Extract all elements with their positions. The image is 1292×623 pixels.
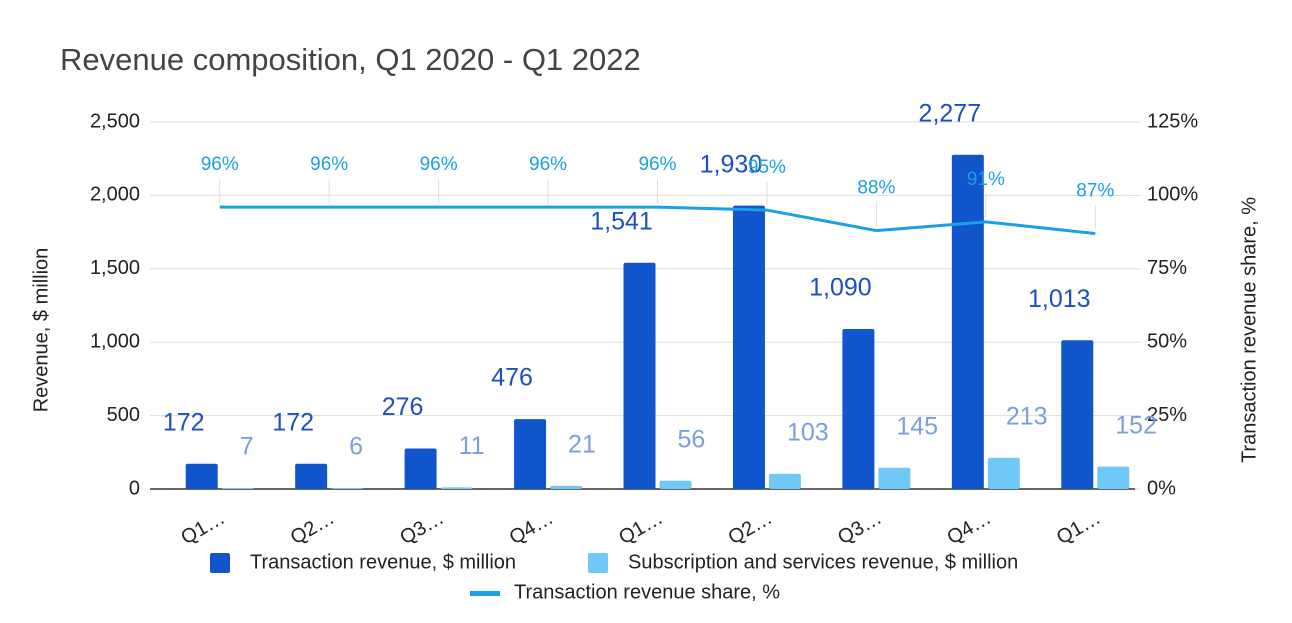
legend-swatch <box>588 553 608 573</box>
x-tick-label: Q4… <box>506 507 557 549</box>
legend-label: Subscription and services revenue, $ mil… <box>628 551 1018 573</box>
bar <box>951 154 984 490</box>
data-label: 276 <box>382 393 424 421</box>
y-tick-label: 0 <box>129 477 140 499</box>
bar <box>842 328 875 489</box>
x-tick-label: Q3… <box>396 507 447 549</box>
legend-swatch <box>210 553 230 573</box>
data-label: 152 <box>1115 411 1157 439</box>
y2-tick-label: 125% <box>1147 110 1198 132</box>
bar <box>185 463 218 489</box>
bar <box>514 419 547 489</box>
data-label: 145 <box>896 412 938 440</box>
data-label: 11 <box>459 432 485 460</box>
data-label: 172 <box>163 408 205 436</box>
data-label: 96% <box>310 154 348 175</box>
line <box>219 205 1096 236</box>
y-tick-label: 2,000 <box>90 184 140 206</box>
data-label: 95% <box>748 157 786 178</box>
x-tick-label: Q1… <box>615 507 666 549</box>
data-label: 172 <box>272 408 314 436</box>
data-label: 87% <box>1076 181 1114 202</box>
bar <box>331 488 364 489</box>
y-axis-title: Revenue, $ million <box>30 248 52 413</box>
bar <box>659 480 692 489</box>
x-tick-label: Q1… <box>177 507 228 549</box>
bar <box>1097 466 1130 489</box>
legend-label: Transaction revenue, $ million <box>250 551 516 573</box>
y2-tick-label: 75% <box>1147 257 1187 279</box>
data-label: 213 <box>1006 402 1048 430</box>
y-tick-label: 1,000 <box>90 330 140 352</box>
bar <box>768 473 801 489</box>
data-label: 6 <box>349 433 363 461</box>
y2-tick-label: 25% <box>1147 404 1187 426</box>
y2-tick-label: 50% <box>1147 330 1187 352</box>
y2-axis-title: Transaction revenue share, % <box>1238 197 1260 463</box>
data-label: 96% <box>201 154 239 175</box>
legend-label: Transaction revenue share, % <box>514 581 780 603</box>
data-label: 103 <box>787 418 829 446</box>
y2-tick-label: 100% <box>1147 184 1198 206</box>
bar <box>1061 340 1094 489</box>
bar <box>295 463 328 489</box>
data-label: 96% <box>420 154 458 175</box>
x-tick-label: Q2… <box>725 507 776 549</box>
x-tick-label: Q1… <box>1053 507 1104 549</box>
data-label: 88% <box>857 178 895 199</box>
y2-tick-label: 0% <box>1147 477 1176 499</box>
data-label: 56 <box>678 425 706 453</box>
y-tick-label: 1,500 <box>90 257 140 279</box>
bar <box>440 487 473 489</box>
bar <box>404 448 437 489</box>
data-label: 1,541 <box>590 207 653 235</box>
data-label: 1,013 <box>1028 285 1091 313</box>
y-tick-label: 2,500 <box>90 110 140 132</box>
x-tick-label: Q4… <box>944 507 995 549</box>
data-label: 476 <box>491 364 533 392</box>
data-label: 1,090 <box>809 274 872 302</box>
bar <box>878 467 911 489</box>
y-tick-label: 500 <box>107 404 140 426</box>
x-tick-label: Q2… <box>287 507 338 549</box>
data-label: 1,930 <box>700 150 763 178</box>
bar <box>550 485 583 489</box>
bar <box>623 262 656 489</box>
data-label: 96% <box>638 154 676 175</box>
data-label: 7 <box>240 433 254 461</box>
bar <box>732 205 765 489</box>
data-label: 2,277 <box>919 99 982 127</box>
bar <box>221 487 254 489</box>
data-label: 91% <box>967 169 1005 190</box>
legend-swatch <box>470 591 500 596</box>
chart-title: Revenue composition, Q1 2020 - Q1 2022 <box>60 42 641 77</box>
bar <box>987 457 1020 489</box>
data-label: 21 <box>568 431 596 459</box>
data-label: 96% <box>529 154 567 175</box>
x-tick-label: Q3… <box>834 507 885 549</box>
